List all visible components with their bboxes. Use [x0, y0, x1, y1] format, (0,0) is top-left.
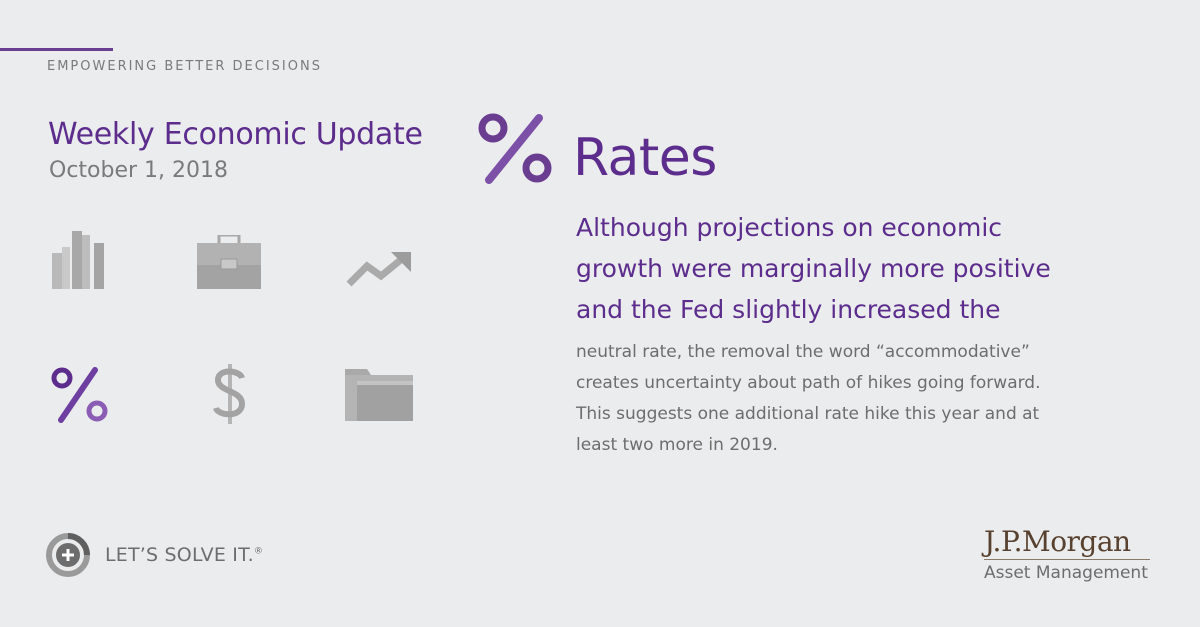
rates-percent-icon [477, 112, 553, 188]
plus-circle-icon [46, 533, 90, 577]
accent-rule [0, 48, 113, 51]
topic-lead: Although projections on economic growth … [576, 213, 1051, 324]
topic-body: neutral rate, the removal the word “acco… [576, 342, 1041, 455]
slogan: LET’S SOLVE IT.® [105, 544, 264, 566]
jpmorgan-logo: J.P.Morgan Asset Management [984, 527, 1150, 583]
tagline: EMPOWERING BETTER DECISIONS [47, 59, 322, 74]
brand-name: J.P.Morgan [984, 525, 1131, 558]
bar-chart-icon [52, 231, 108, 289]
trend-up-icon [345, 250, 413, 290]
brand-subtitle: Asset Management [984, 563, 1148, 583]
topic-title: Rates [573, 128, 717, 188]
percent-icon [51, 366, 109, 424]
briefcase-icon [197, 235, 261, 289]
dollar-icon [212, 362, 248, 426]
folder-icon [345, 369, 413, 421]
page-date: October 1, 2018 [49, 158, 229, 183]
page-title: Weekly Economic Update [48, 117, 423, 152]
lets-solve-it-logo: LET’S SOLVE IT.® [45, 532, 263, 578]
brand-divider [984, 559, 1150, 560]
